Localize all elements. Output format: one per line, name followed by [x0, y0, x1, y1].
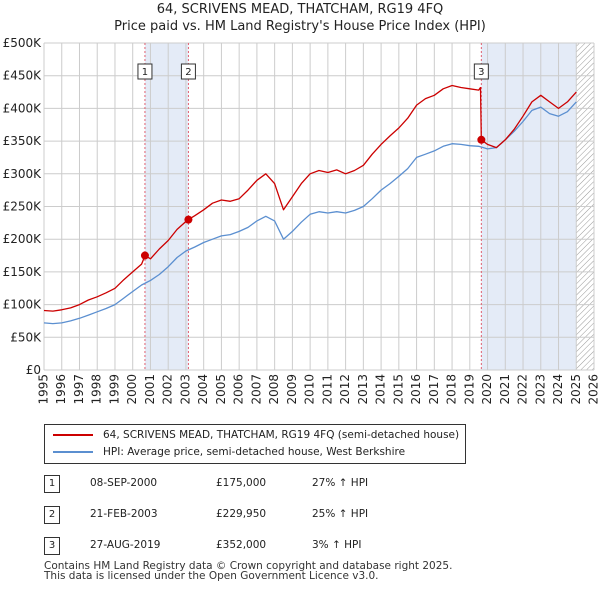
sale-label-box	[180, 63, 196, 80]
x-tick-label: 2011	[320, 374, 334, 405]
x-tick-label: 2000	[125, 374, 139, 405]
series-line-hpi	[43, 101, 577, 325]
x-tick-label: 2026	[587, 374, 600, 405]
x-tick-label: 2007	[249, 374, 263, 405]
transaction-price: £352,000	[216, 539, 267, 551]
x-tick-label: 2014	[374, 374, 388, 405]
transaction-date: 27-AUG-2019	[90, 539, 161, 551]
x-tick-label: 2008	[267, 374, 281, 405]
x-tick-label: 2012	[338, 374, 352, 405]
y-tick-label: £350K	[3, 134, 43, 148]
transaction-hpi: 3% ↑ HPI	[312, 539, 362, 551]
x-tick-label: 2001	[143, 374, 157, 405]
x-tick-label: 2018	[445, 374, 459, 405]
x-tick-label: 2021	[498, 374, 512, 405]
legend-item-price: 64, SCRIVENS MEAD, THATCHAM, RG19 4FQ (s…	[53, 427, 459, 443]
y-tick-label: £250K	[3, 200, 43, 214]
x-tick-label: 1997	[72, 374, 86, 405]
footer-license: This data is licensed under the Open Gov…	[44, 570, 379, 582]
footer: Contains HM Land Registry data © Crown c…	[44, 560, 453, 582]
x-tick-label: 2006	[232, 374, 246, 405]
y-tick-label: £400K	[3, 101, 43, 115]
transaction-number: 1	[44, 475, 60, 493]
x-tick-label: 1995	[37, 374, 51, 405]
sale-point	[477, 135, 486, 144]
transaction-hpi: 27% ↑ HPI	[312, 477, 369, 489]
y-tick-label: £450K	[3, 69, 43, 83]
price-chart: £0 £50K £100K £150K £200K £250K £300K £350K £400…	[3, 36, 600, 405]
transaction-number: 3	[44, 537, 60, 555]
transaction-date: 08-SEP-2000	[90, 477, 158, 489]
y-tick-label: £150K	[3, 265, 43, 279]
legend-swatch-hpi	[53, 451, 93, 453]
x-tick-label: 2009	[285, 374, 299, 405]
x-tick-label: 2020	[480, 374, 494, 405]
sale-point	[184, 215, 193, 224]
legend-item-hpi: HPI: Average price, semi-detached house,…	[53, 444, 405, 460]
sale-label-box	[473, 63, 489, 80]
x-tick-label: 2013	[356, 374, 370, 405]
x-tick-label: 2016	[409, 374, 423, 405]
transaction-date: 21-FEB-2003	[90, 508, 158, 520]
footer-copyright: Contains HM Land Registry data © Crown c…	[44, 560, 453, 572]
transaction-number: 2	[44, 506, 60, 524]
sale-label-number: 1	[142, 67, 148, 78]
x-tick-label: 2015	[391, 374, 405, 405]
x-tick-label: 2005	[214, 374, 228, 405]
y-tick-label: £200K	[3, 232, 43, 246]
y-tick-label: £100K	[3, 298, 43, 312]
x-tick-label: 2004	[196, 374, 210, 405]
chart-subtitle: Price paid vs. HM Land Registry's House …	[114, 19, 486, 34]
y-tick-label: £500K	[3, 36, 43, 50]
x-tick-label: 2025	[569, 374, 583, 405]
sale-label-box	[137, 63, 153, 80]
sale-label-number: 2	[185, 67, 191, 78]
x-tick-label: 1998	[90, 374, 104, 405]
sale-point	[140, 251, 149, 260]
legend-swatch-price	[53, 434, 93, 436]
x-tick-label: 2022	[516, 374, 530, 405]
x-tick-label: 2019	[462, 374, 476, 405]
legend: 64, SCRIVENS MEAD, THATCHAM, RG19 4FQ (s…	[44, 424, 466, 464]
x-tick-label: 2023	[533, 374, 547, 405]
transaction-hpi: 25% ↑ HPI	[312, 508, 369, 520]
y-tick-label: £50K	[10, 330, 42, 344]
x-tick-label: 2003	[178, 374, 192, 405]
legend-label-price: 64, SCRIVENS MEAD, THATCHAM, RG19 4FQ (s…	[103, 429, 460, 441]
x-tick-label: 2017	[427, 374, 441, 405]
chart-title: 64, SCRIVENS MEAD, THATCHAM, RG19 4FQ	[156, 2, 444, 17]
transaction-price: £175,000	[216, 477, 267, 489]
x-tick-label: 2024	[551, 374, 565, 405]
sale-label-number: 3	[478, 67, 484, 78]
x-tick-label: 2010	[303, 374, 317, 405]
x-tick-label: 1999	[107, 374, 121, 405]
x-tick-label: 1996	[54, 374, 68, 405]
transaction-price: £229,950	[216, 508, 267, 520]
y-tick-label: £300K	[3, 167, 43, 181]
legend-label-hpi: HPI: Average price, semi-detached house,…	[103, 446, 406, 458]
x-tick-label: 2002	[161, 374, 175, 405]
y-tick-label: £0	[26, 363, 41, 377]
